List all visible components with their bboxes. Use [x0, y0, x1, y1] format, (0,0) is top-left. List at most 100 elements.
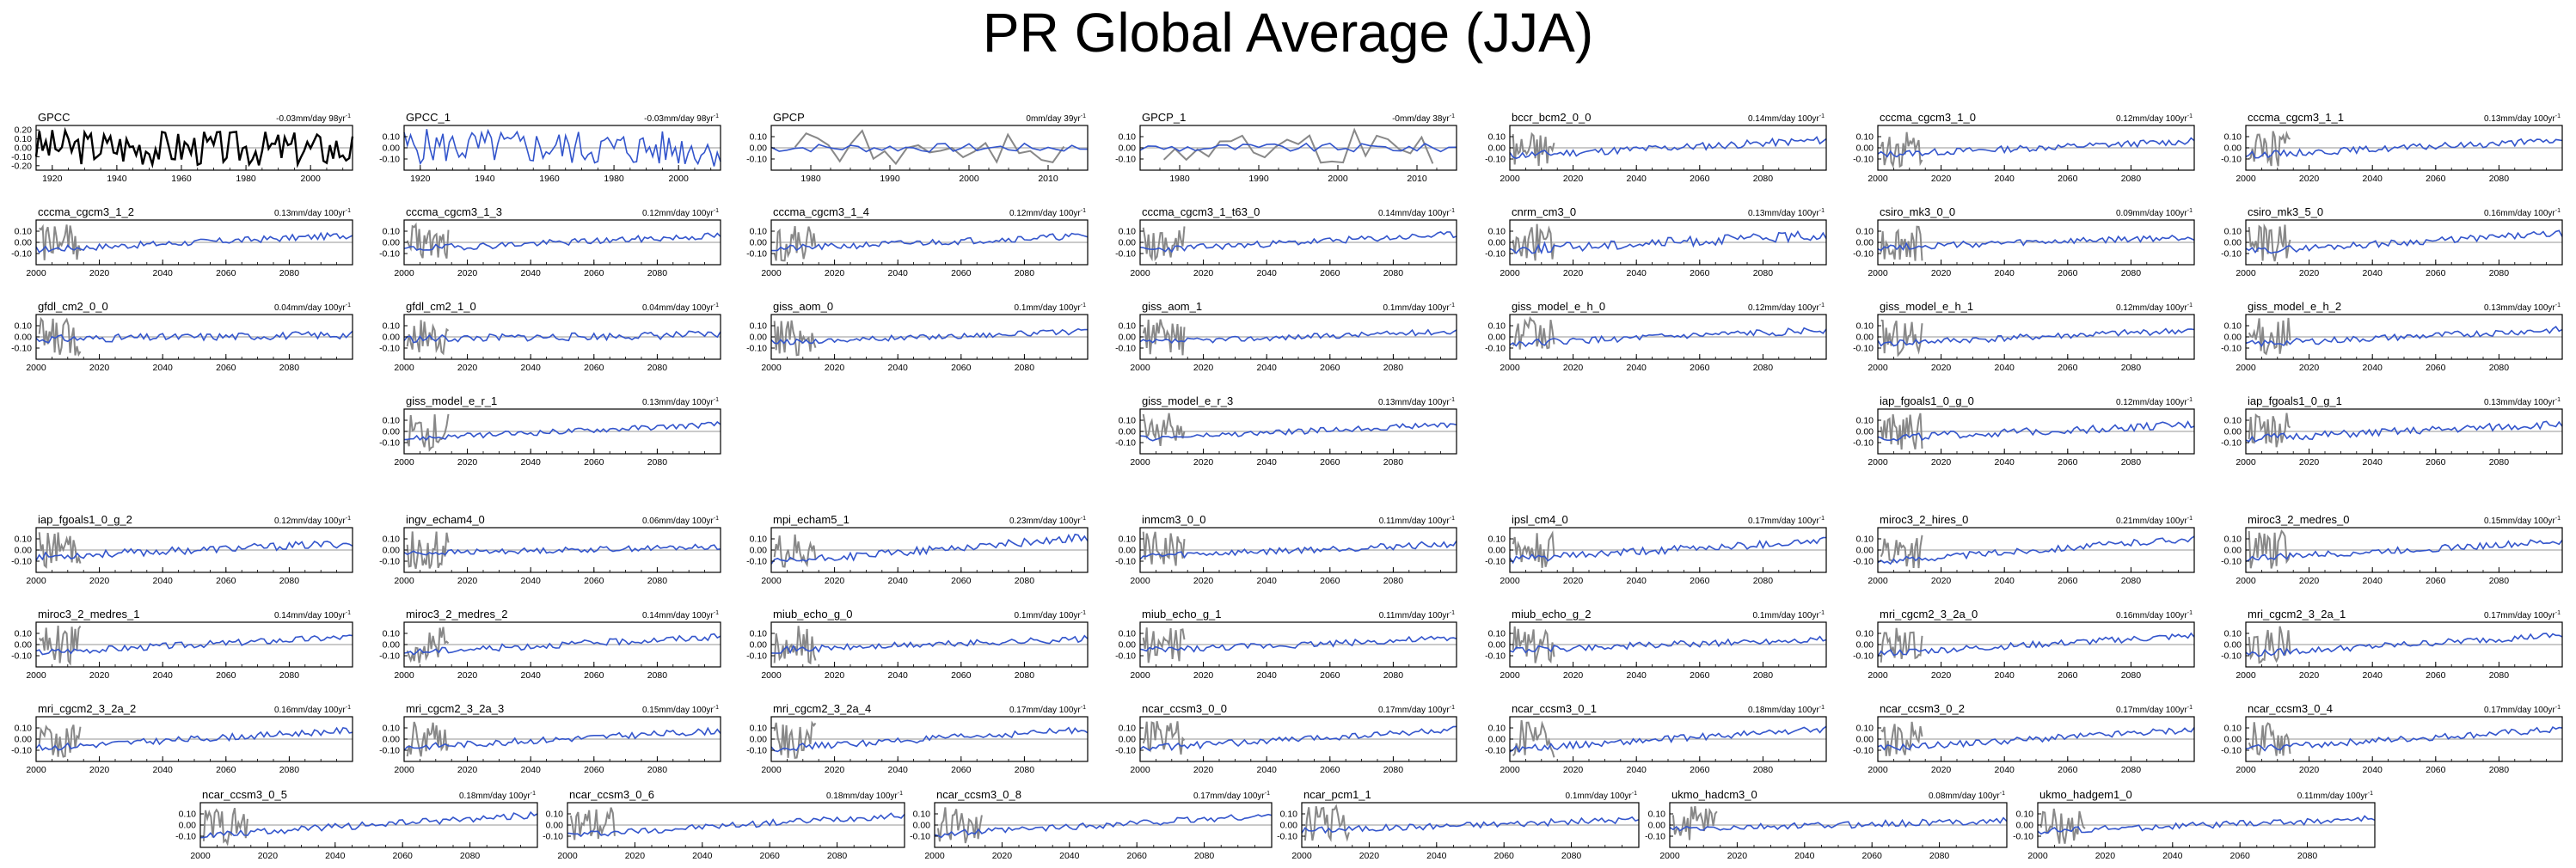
y-tick-label: 0.00 [179, 821, 197, 831]
y-tick-label: -0.10 [175, 832, 196, 842]
x-tick-label: 2060 [1320, 765, 1340, 775]
x-tick-label: 2000 [26, 363, 46, 373]
y-tick-label: 0.10 [2016, 810, 2034, 820]
panel-cccma_cgcm3_1_4: -0.100.000.10 2000 2020 2040 2060 2080 cccma_c… [746, 205, 1089, 278]
x-tick-label: 2080 [1194, 851, 1215, 861]
panel-iap_fgoals1_0_g_2: -0.100.000.10 2000 2020 2040 2060 2080 iap_fgo… [11, 513, 353, 586]
x-tick-label: 2000 [1291, 851, 1312, 861]
x-tick-label: 2000 [1130, 576, 1150, 586]
reference-line [1142, 413, 1186, 447]
y-tick-label: -0.10 [379, 557, 400, 567]
series-line [1877, 327, 2195, 347]
trend-label: 0.16mm/day 100yr-1 [274, 705, 351, 715]
y-tick-label: 0.00 [15, 144, 33, 154]
x-tick-label: 2000 [394, 765, 414, 775]
x-tick-label: 2020 [1193, 268, 1214, 278]
x-tick-label: 2000 [1130, 765, 1150, 775]
x-tick-label: 2060 [2426, 174, 2446, 184]
y-tick-label: 0.00 [2224, 546, 2242, 556]
x-tick-label: 2060 [2058, 363, 2078, 373]
x-tick-label: 2080 [279, 576, 300, 586]
y-tick-label: -0.10 [1853, 249, 1874, 260]
trend-label: 0.13mm/day 100yr-1 [642, 397, 719, 407]
trend-label: 0.04mm/day 100yr-1 [642, 303, 719, 313]
y-tick-label: -0.10 [1645, 832, 1665, 842]
x-tick-label: 2040 [1995, 174, 2015, 184]
series-line [2245, 420, 2563, 443]
y-tick-label: 0.10 [1648, 810, 1666, 820]
x-tick-label: 2000 [761, 765, 782, 775]
trend-label: 0.14mm/day 100yr-1 [274, 610, 351, 620]
y-tick-label: -0.10 [1853, 651, 1874, 662]
trend-label: 0.13mm/day 100yr-1 [1378, 397, 1455, 407]
x-tick-label: 2040 [521, 363, 542, 373]
x-tick-label: 2060 [951, 670, 972, 681]
series-line [199, 810, 538, 839]
y-tick-label: 0.10 [913, 810, 931, 820]
panel-ukmo_hadcm3_0: -0.100.000.10 2000 2020 2040 2060 2080 ukmo_ha… [1645, 788, 2008, 861]
x-tick-label: 2060 [951, 363, 972, 373]
panel-title: mri_cgcm2_3_2a_4 [773, 702, 871, 715]
x-tick-label: 2080 [2121, 576, 2142, 586]
x-tick-label: 2040 [1059, 851, 1080, 861]
x-tick-label: 2020 [1931, 765, 1952, 775]
panel-title: ncar_ccsm3_0_5 [202, 788, 287, 801]
panel-title: gfdl_cm2_1_0 [406, 300, 476, 313]
x-tick-label: 2000 [557, 851, 578, 861]
y-tick-label: -0.10 [2013, 832, 2033, 842]
x-tick-label: 2060 [951, 268, 972, 278]
y-tick-label: -0.10 [1485, 557, 1506, 567]
y-tick-label: 0.10 [1488, 321, 1506, 332]
x-tick-label: 2000 [394, 670, 414, 681]
y-tick-label: -0.10 [1853, 155, 1874, 165]
x-tick-label: 2020 [89, 363, 110, 373]
x-tick-label: 2080 [1015, 363, 1035, 373]
y-tick-label: -0.10 [2221, 651, 2242, 662]
reference-line [1880, 535, 1923, 569]
reference-line [1142, 319, 1186, 356]
y-tick-label: 0.10 [750, 321, 768, 332]
panel-miub_echo_g_1: -0.100.000.10 2000 2020 2040 2060 2080 miub_ec… [1115, 608, 1457, 681]
trend-label: 0.17mm/day 100yr-1 [2484, 705, 2561, 715]
x-tick-label: 2040 [1995, 268, 2015, 278]
panel-cnrm_cm3_0: -0.100.000.10 2000 2020 2040 2060 2080 cnrm_cm… [1485, 205, 1827, 278]
x-tick-label: 2000 [394, 576, 414, 586]
panel-title: ukmo_hadcm3_0 [1671, 788, 1757, 801]
trend-label: 0.12mm/day 100yr-1 [2116, 303, 2193, 313]
x-tick-label: 2000 [1868, 268, 1888, 278]
x-tick-label: 2060 [584, 765, 604, 775]
panel-GPCC_1: -0.100.000.10 1920 1940 1960 1980 2000 GPCC_1 -… [379, 111, 721, 184]
x-tick-label: 2060 [1320, 268, 1340, 278]
x-tick-label: 2080 [1561, 851, 1582, 861]
panel-bccr_bcm2_0_0: -0.100.000.10 2000 2020 2040 2060 2080 bccr_bc… [1485, 111, 1827, 184]
reference-line [773, 534, 817, 568]
series-line [770, 634, 1089, 654]
y-tick-label: -0.10 [1115, 651, 1136, 662]
y-tick-label: 0.00 [1856, 144, 1874, 154]
x-tick-label: 2000 [2236, 576, 2256, 586]
x-tick-label: 2020 [89, 268, 110, 278]
series-line [2245, 633, 2563, 657]
x-tick-label: 2040 [1257, 765, 1278, 775]
series-line [770, 327, 1088, 345]
x-tick-label: 2040 [153, 363, 174, 373]
x-tick-label: 2060 [2058, 670, 2078, 681]
reference-line [38, 625, 82, 666]
series-line [2245, 138, 2563, 159]
x-tick-label: 2020 [1931, 363, 1952, 373]
y-tick-label: -0.10 [1115, 155, 1136, 165]
y-tick-label: 0.20 [15, 125, 33, 136]
trend-label: 0.13mm/day 100yr-1 [274, 208, 351, 218]
reference-line [1880, 319, 1923, 358]
panel-mpi_echam5_1: -0.100.000.10 2000 2020 2040 2060 2080 mpi_ech… [746, 513, 1089, 586]
y-tick-label: 0.10 [15, 134, 33, 144]
series-line [1301, 816, 1640, 834]
y-tick-label: 0.10 [750, 132, 768, 143]
y-tick-label: 0.00 [2224, 333, 2242, 343]
y-tick-label: 0.10 [383, 416, 401, 426]
reference-line [1512, 626, 1555, 663]
panel-ncar_pcm1_1: -0.100.000.10 2000 2020 2040 2060 2080 ncar_pc… [1277, 788, 1640, 861]
y-tick-label: 0.10 [383, 724, 401, 734]
x-tick-label: 2060 [1320, 670, 1340, 681]
series-line [403, 232, 721, 251]
